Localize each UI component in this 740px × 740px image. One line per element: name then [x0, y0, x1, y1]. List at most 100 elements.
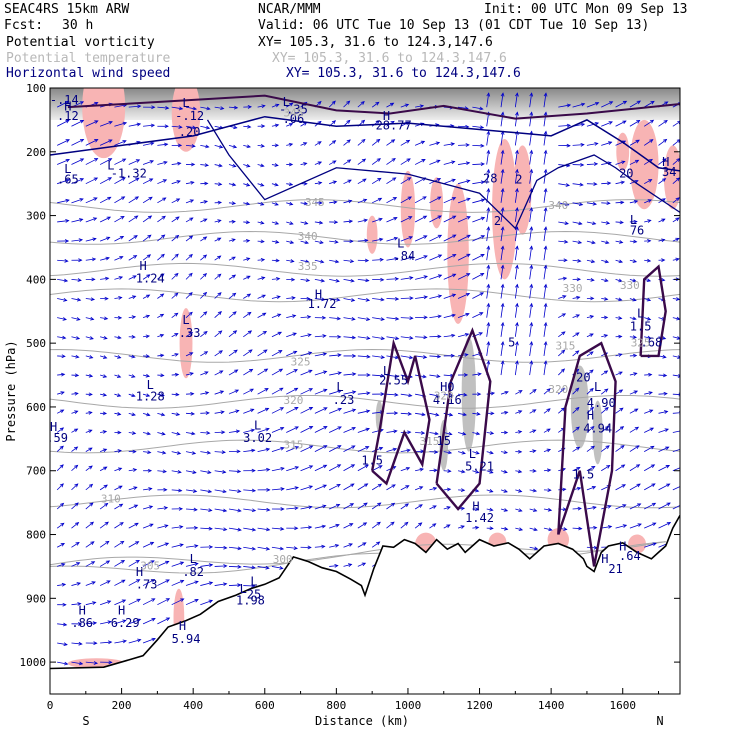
field-xy-wind: XY= 105.3, 31.6 to 124.3,147.6	[286, 66, 521, 81]
wind-arrowhead	[576, 466, 581, 471]
wind-arrowhead	[480, 198, 486, 203]
wind-arrowhead	[662, 373, 668, 378]
wind-arrowhead	[223, 545, 228, 550]
wind-arrow	[271, 407, 284, 414]
wind-arrowhead	[618, 389, 624, 394]
wind-arrowhead	[237, 546, 242, 551]
wind-arrow	[171, 273, 179, 280]
wind-arrowhead	[308, 388, 314, 392]
wind-arrow	[371, 177, 382, 185]
wind-arrow	[257, 240, 264, 243]
wind-arrow	[71, 582, 81, 586]
wind-arrow	[329, 445, 342, 452]
wind-arrow	[343, 445, 355, 452]
wind-arrow	[185, 199, 194, 204]
wind-arrow	[271, 488, 284, 491]
x-tick-label: 200	[112, 699, 132, 712]
wind-arrow	[658, 355, 666, 358]
wind-arrowhead	[366, 373, 371, 377]
wind-arrow	[142, 505, 153, 510]
wind-arrow	[114, 177, 126, 185]
wind-arrow	[157, 507, 168, 510]
wind-arrow	[157, 432, 166, 435]
wind-arrowhead	[246, 257, 251, 262]
wind-arrowhead	[232, 330, 238, 335]
wind-arrowhead	[188, 253, 193, 258]
negative-pv-region	[447, 183, 469, 325]
wind-arrowhead	[619, 407, 624, 412]
wind-arrow	[128, 196, 139, 204]
wind-arrowhead	[189, 217, 194, 222]
pv-contour	[206, 119, 680, 230]
wind-arrowhead	[503, 489, 508, 493]
wind-arrow	[586, 240, 596, 244]
wind-arrowhead	[94, 158, 99, 162]
theta-contour	[50, 288, 680, 303]
pv-contour-thick	[370, 338, 431, 486]
wind-arrow	[601, 388, 608, 395]
wind-arrowhead	[118, 296, 123, 300]
wind-arrowhead	[593, 525, 598, 530]
wind-arrowhead	[380, 277, 385, 282]
wind-arrow	[429, 274, 442, 280]
wind-arrowhead	[175, 216, 180, 221]
wind-arrowhead	[132, 275, 137, 279]
wind-arrowhead	[75, 336, 81, 340]
wind-arrow	[343, 523, 353, 529]
wind-arrowhead	[500, 149, 505, 155]
wind-arrow	[443, 161, 455, 165]
wind-arrowhead	[618, 371, 623, 376]
wind-arrowhead	[303, 181, 308, 186]
wind-arrow	[329, 240, 338, 243]
wind-arrowhead	[476, 412, 481, 416]
wind-arrowhead	[391, 139, 396, 143]
wind-arrow	[243, 312, 252, 318]
wind-arrowhead	[380, 336, 386, 341]
wind-arrow	[214, 508, 227, 512]
wind-arrowhead	[202, 272, 208, 278]
wind-arrowhead	[174, 272, 179, 277]
wind-arrow	[114, 485, 123, 491]
wind-arrowhead	[188, 311, 193, 316]
wind-arrow	[429, 160, 440, 165]
wind-arrowhead	[317, 161, 323, 165]
wind-arrow	[200, 470, 211, 474]
wind-arrow	[458, 162, 470, 165]
wind-arrow	[629, 240, 637, 243]
wind-arrow	[629, 445, 640, 452]
wind-arrow	[71, 542, 80, 548]
wind-arrowhead	[362, 178, 367, 183]
field-xy-pv: XY= 105.3, 31.6 to 124.3,147.6	[258, 35, 493, 50]
wind-arrow	[228, 202, 236, 204]
wind-arrow	[243, 145, 251, 148]
wind-arrowhead	[65, 139, 70, 143]
pv-value-label: 25	[247, 587, 261, 601]
wind-arrowhead	[189, 372, 194, 376]
wind-arrow	[157, 334, 164, 338]
wind-arrow	[71, 198, 84, 204]
wind-arrow	[586, 163, 598, 165]
wind-arrowhead	[117, 355, 122, 359]
wind-arrowhead	[146, 431, 151, 436]
wind-arrowhead	[529, 360, 534, 365]
wind-arrowhead	[117, 335, 122, 340]
wind-arrow	[157, 542, 169, 548]
wind-arrow	[457, 198, 471, 204]
wind-arrowhead	[107, 177, 113, 181]
extremum-marker: L	[397, 236, 404, 250]
wind-arrowhead	[606, 465, 611, 469]
wind-arrowhead	[217, 237, 222, 242]
wind-arrow	[371, 483, 382, 491]
wind-arrowhead	[194, 580, 199, 585]
wind-arrow	[400, 256, 413, 261]
wind-arrowhead	[219, 390, 225, 394]
wind-arrowhead	[175, 198, 181, 202]
wind-arrow	[486, 303, 490, 318]
wind-arrow	[658, 218, 665, 223]
wind-arrowhead	[136, 579, 141, 583]
pv-contours	[50, 94, 680, 567]
wind-arrowhead	[64, 259, 69, 263]
wind-arrowhead	[407, 177, 412, 181]
wind-arrowhead	[60, 522, 65, 527]
wind-arrow	[629, 317, 637, 320]
